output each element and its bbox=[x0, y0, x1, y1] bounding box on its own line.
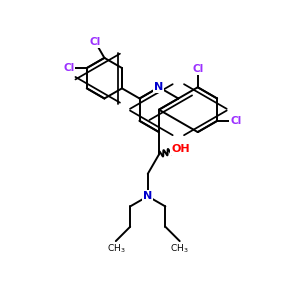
Text: CH$_3$: CH$_3$ bbox=[106, 243, 125, 255]
Text: Cl: Cl bbox=[63, 63, 74, 73]
Text: N: N bbox=[154, 82, 164, 92]
Text: OH: OH bbox=[171, 144, 190, 154]
Text: Cl: Cl bbox=[90, 38, 101, 47]
Text: N: N bbox=[143, 191, 152, 201]
Text: Cl: Cl bbox=[192, 64, 203, 74]
Text: CH$_3$: CH$_3$ bbox=[170, 243, 189, 255]
Text: Cl: Cl bbox=[230, 116, 241, 126]
